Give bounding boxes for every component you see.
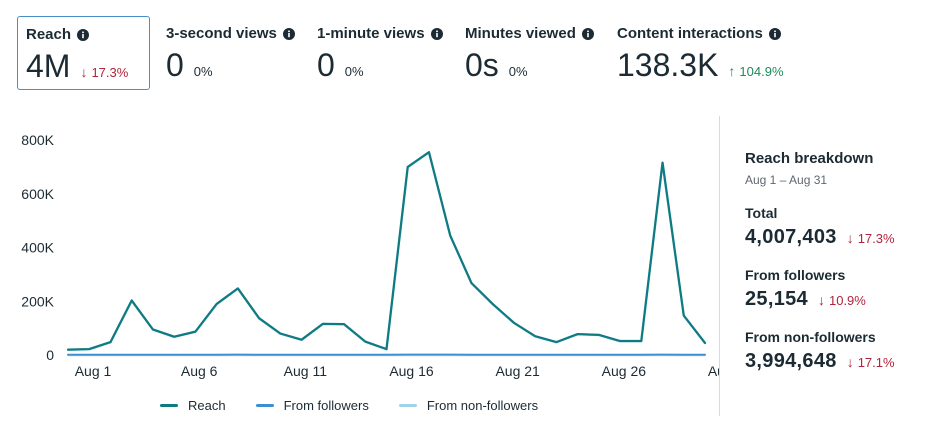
metric-label-row: Reach bbox=[26, 26, 141, 43]
metric-value: 0 bbox=[166, 47, 184, 83]
metric-label: 3-second views bbox=[166, 25, 277, 42]
arrow-down-icon: ↓ bbox=[846, 354, 854, 370]
arrow-down-icon: ↓ bbox=[817, 292, 825, 308]
legend-swatch-non-followers bbox=[398, 404, 417, 407]
series-line-reach bbox=[66, 150, 707, 351]
breakdown-value-row: 25,154 ↓ 10.9% bbox=[745, 288, 925, 311]
breakdown-label: From non-followers bbox=[745, 329, 876, 345]
metric-value-row: 4M ↓ 17.3% bbox=[26, 49, 141, 83]
arrow-down-icon: ↓ bbox=[80, 64, 88, 80]
metric-change: 0% bbox=[193, 64, 213, 79]
metric-card-content-interactions[interactable]: Content interactions 138.3K ↑ 104.9% bbox=[609, 16, 809, 90]
breakdown-change-value: 17.1% bbox=[857, 355, 895, 370]
breakdown-change: ↓ 17.3% bbox=[847, 230, 895, 246]
metric-change: 0% bbox=[508, 64, 528, 79]
metric-change: 0% bbox=[344, 64, 364, 79]
chart-legend: Reach From followers From non-followers bbox=[160, 398, 538, 413]
x-tick-label: Aug 16 bbox=[389, 363, 434, 379]
metric-value-row: 138.3K ↑ 104.9% bbox=[617, 48, 801, 82]
breakdown-total: Total 4,007,403 ↓ 17.3% bbox=[745, 205, 925, 249]
metric-label: Minutes viewed bbox=[465, 25, 576, 42]
x-tick-label: Aug 26 bbox=[602, 363, 647, 379]
legend-item-reach[interactable]: Reach bbox=[160, 398, 226, 413]
metric-card-reach[interactable]: Reach 4M ↓ 17.3% bbox=[17, 16, 150, 90]
y-tick-label: 0 bbox=[46, 347, 54, 363]
metric-label-row: Minutes viewed bbox=[465, 25, 599, 42]
info-icon[interactable] bbox=[282, 27, 295, 40]
breakdown-change: ↓ 17.1% bbox=[847, 354, 895, 370]
metric-change: ↑ 104.9% bbox=[728, 63, 783, 79]
y-tick-label: 200K bbox=[21, 293, 54, 309]
breakdown-label: Total bbox=[745, 205, 778, 221]
breakdown-followers: From followers 25,154 ↓ 10.9% bbox=[745, 267, 925, 311]
metric-value: 0s bbox=[465, 47, 499, 83]
breakdown-value: 25,154 bbox=[745, 288, 808, 310]
info-icon[interactable] bbox=[430, 27, 443, 40]
arrow-up-icon: ↑ bbox=[728, 63, 736, 79]
metric-card-3-second-views[interactable]: 3-second views 0 0% bbox=[158, 16, 303, 90]
y-tick-label: 600K bbox=[21, 186, 54, 202]
breakdown-value: 3,994,648 bbox=[745, 350, 837, 372]
metric-card-1-minute-views[interactable]: 1-minute views 0 0% bbox=[309, 16, 454, 90]
x-tick-label: Aug 11 bbox=[284, 363, 328, 379]
arrow-down-icon: ↓ bbox=[846, 230, 854, 246]
breakdown-non-followers: From non-followers 3,994,648 ↓ 17.1% bbox=[745, 329, 925, 373]
y-tick-label: 800K bbox=[21, 132, 54, 148]
metric-label: Reach bbox=[26, 26, 72, 43]
x-tick-label: Aug 6 bbox=[181, 363, 218, 379]
panel-divider bbox=[719, 116, 720, 416]
metric-label-row: 1-minute views bbox=[317, 25, 446, 42]
metric-value: 138.3K bbox=[617, 47, 719, 83]
breakdown-change-value: 17.3% bbox=[857, 231, 895, 246]
metric-card-minutes-viewed[interactable]: Minutes viewed 0s 0% bbox=[457, 16, 607, 90]
legend-label: Reach bbox=[188, 398, 226, 413]
legend-label: From followers bbox=[283, 398, 369, 413]
metric-change-value: 17.3% bbox=[91, 64, 129, 80]
x-tick-label: Aug 1 bbox=[75, 363, 112, 379]
metric-value-row: 0s 0% bbox=[465, 48, 599, 82]
reach-breakdown-panel: Reach breakdown Aug 1 – Aug 31 Total 4,0… bbox=[745, 150, 925, 373]
breakdown-value-row: 4,007,403 ↓ 17.3% bbox=[745, 226, 925, 249]
breakdown-label: From followers bbox=[745, 267, 846, 283]
metric-value-row: 0 0% bbox=[166, 48, 295, 82]
x-tick-label: Aug 31 bbox=[708, 363, 720, 379]
breakdown-title: Reach breakdown bbox=[745, 150, 874, 167]
metric-value: 4M bbox=[26, 48, 71, 84]
breakdown-change: ↓ 10.9% bbox=[818, 292, 866, 308]
metric-value: 0 bbox=[317, 47, 335, 83]
breakdown-value: 4,007,403 bbox=[745, 226, 837, 248]
legend-swatch-followers bbox=[255, 404, 274, 407]
metric-label: 1-minute views bbox=[317, 25, 425, 42]
breakdown-change-value: 10.9% bbox=[828, 293, 866, 308]
y-tick-label: 400K bbox=[21, 240, 54, 256]
reach-chart[interactable]: 0 200K 400K 600K 800K Aug 1 Aug 6 Aug 11 Aug 16 A… bbox=[0, 110, 720, 424]
metric-label-row: Content interactions bbox=[617, 25, 801, 42]
info-icon[interactable] bbox=[768, 27, 781, 40]
info-icon[interactable] bbox=[77, 28, 90, 41]
series-line-from-non-followers bbox=[66, 151, 707, 352]
metric-change-value: 104.9% bbox=[739, 63, 784, 79]
metric-change: ↓ 17.3% bbox=[80, 64, 128, 80]
metric-label: Content interactions bbox=[617, 25, 763, 42]
metric-label-row: 3-second views bbox=[166, 25, 295, 42]
legend-item-followers[interactable]: From followers bbox=[255, 398, 369, 413]
legend-label: From non-followers bbox=[426, 398, 539, 413]
metric-value-row: 0 0% bbox=[317, 48, 446, 82]
legend-item-non-followers[interactable]: From non-followers bbox=[398, 398, 539, 413]
x-tick-label: Aug 21 bbox=[495, 363, 540, 379]
info-icon[interactable] bbox=[581, 27, 594, 40]
breakdown-date-range: Aug 1 – Aug 31 bbox=[745, 173, 828, 187]
reach-line-chart[interactable]: 0 200K 400K 600K 800K Aug 1 Aug 6 Aug 11 Aug 16 A… bbox=[0, 110, 720, 394]
legend-swatch-reach bbox=[160, 404, 178, 407]
breakdown-value-row: 3,994,648 ↓ 17.1% bbox=[745, 350, 925, 373]
metrics-bar: Reach 4M ↓ 17.3% 3-second views 0 0% 1-mi… bbox=[0, 0, 932, 100]
